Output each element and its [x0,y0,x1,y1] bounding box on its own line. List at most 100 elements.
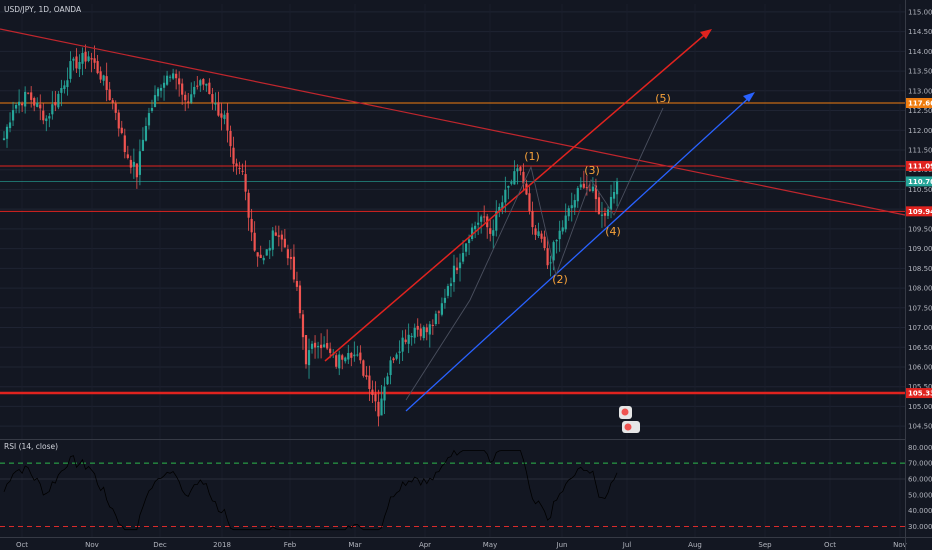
candle-body [199,80,202,86]
price-tag [906,388,932,399]
x-tick-label: Jun [556,541,568,549]
candle-body [156,88,160,97]
candle-body [14,104,18,109]
candle-body [205,83,208,86]
candle-body [301,314,305,338]
candle-body [259,254,262,258]
candle-body [591,186,594,192]
candle-body [467,239,471,244]
event-icons[interactable] [619,406,640,433]
candle-body [75,56,78,69]
candle-body [18,101,21,106]
candle-body [45,118,48,122]
candle-body [356,354,359,356]
candle-body [298,285,302,314]
wave-label: (4) [605,225,621,238]
grid [0,4,905,537]
candle-body [555,239,558,242]
candle-body [99,71,102,80]
candle-body [609,196,613,210]
candle-body [36,102,39,107]
price-tag-label: 117.661 [908,100,932,108]
candle-body [265,249,268,256]
candle-body [289,257,292,259]
candle-body [558,230,561,240]
candle-body [120,127,123,134]
candle-body [159,87,163,91]
candle-body [585,187,588,189]
y-tick-label: 114.500 [908,28,932,36]
y-tick-label: 110.500 [908,186,932,194]
candle-body [531,210,534,228]
candle-body [229,130,232,147]
candle-body [11,110,15,121]
price-tag [906,98,932,108]
candle-body [615,181,619,195]
candle-body [69,61,72,79]
candle-body [522,171,525,184]
candle-body [283,238,286,248]
candle-body [57,93,60,108]
y-tick-label: 106.000 [908,363,932,371]
x-tick-label: Oct [824,541,836,549]
candle-body [576,188,579,202]
y-tick-label: 107.500 [908,304,932,312]
candle-body [600,214,604,216]
chart-title: USD/JPY, 1D, OANDA [4,5,82,14]
rsi-tick-label: 60.0000 [908,476,932,484]
candle-body [474,225,477,230]
candle-body [2,138,6,141]
candle-body [190,94,193,103]
candle-body [165,75,169,85]
candle-body [84,51,87,62]
candle-body [519,167,522,171]
price-tags: 117.661 111.095 110.703 109.945 105.339 [906,98,932,399]
y-tick-label: 105.000 [908,403,932,411]
candle-body [27,92,30,94]
rsi-tick-label: 70.0000 [908,460,932,468]
candle-body [431,324,434,326]
candle-body [135,163,138,178]
channel-upper-line [324,30,710,362]
candle-body [316,345,320,348]
candle-body [175,73,178,79]
candle-body [359,352,362,361]
candle-body [543,236,546,249]
candle-body [184,94,187,101]
price-tag-label: 105.339 [908,390,932,398]
candle-body [66,80,69,88]
candle-body [178,78,181,85]
candle-body [51,104,54,115]
candle-body [392,358,395,361]
candle-body [489,228,492,234]
candle-body [90,58,93,60]
candle-body [24,91,27,107]
candle-body [564,215,567,230]
candle-body [534,228,537,235]
candle-body [377,401,380,417]
y-tick-label: 109.500 [908,225,932,233]
wave-label: (1) [524,150,540,163]
candle-body [307,350,311,366]
candle-body [446,286,450,296]
candle-body [603,213,607,216]
x-tick-label: Feb [284,541,297,549]
candle-body [304,335,308,365]
candle-body [416,325,419,330]
candle-body [440,303,443,315]
candle-body [353,354,356,357]
candle-body [498,206,501,211]
price-tag [906,176,932,187]
rsi-line [3,449,618,531]
candle-body [407,334,410,344]
rsi-label: RSI (14, close) [4,442,58,451]
candle-body [96,61,99,74]
candle-body [220,113,223,118]
candle-body [419,328,422,337]
price-tag-label: 111.095 [908,163,932,171]
candle-body [401,337,404,352]
candle-body [422,326,425,339]
candle-body [449,283,453,287]
candle-body [606,209,610,216]
y-tick-label: 107.000 [908,324,932,332]
